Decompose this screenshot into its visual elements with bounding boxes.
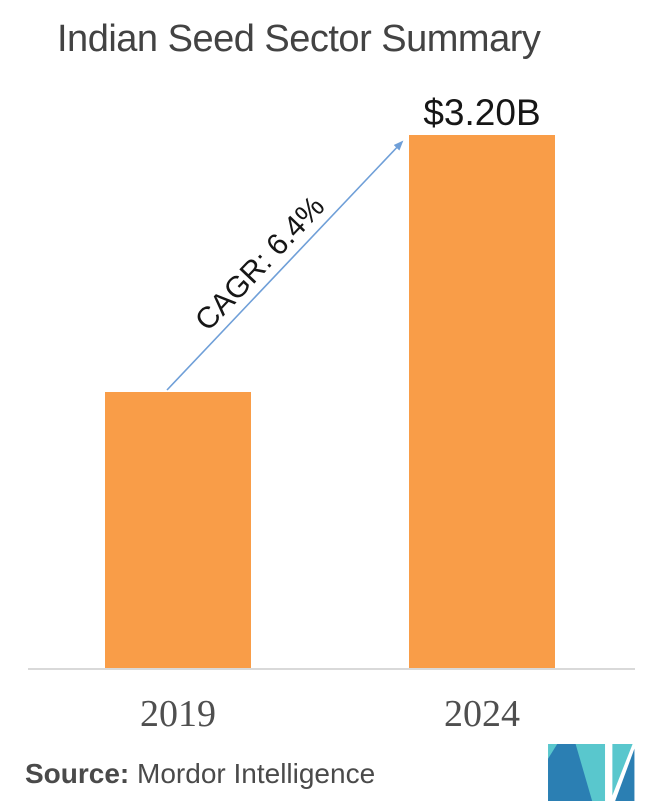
source-prefix: Source: — [25, 758, 130, 789]
bar-2024 — [409, 135, 555, 668]
source-name: Mordor Intelligence — [129, 758, 376, 789]
source-text: Source: Mordor Intelligence — [25, 758, 375, 790]
x-tick-2024: 2024 — [444, 693, 520, 735]
cagr-annotation: CAGR: 6.4% — [189, 190, 332, 338]
bar-2019 — [105, 392, 251, 668]
mordor-intelligence-logo-icon — [548, 744, 635, 801]
x-tick-2019: 2019 — [140, 693, 216, 735]
page-title: Indian Seed Sector Summary — [57, 18, 541, 60]
x-axis-line — [28, 668, 635, 670]
value-label-2024: $3.20B — [423, 92, 541, 133]
